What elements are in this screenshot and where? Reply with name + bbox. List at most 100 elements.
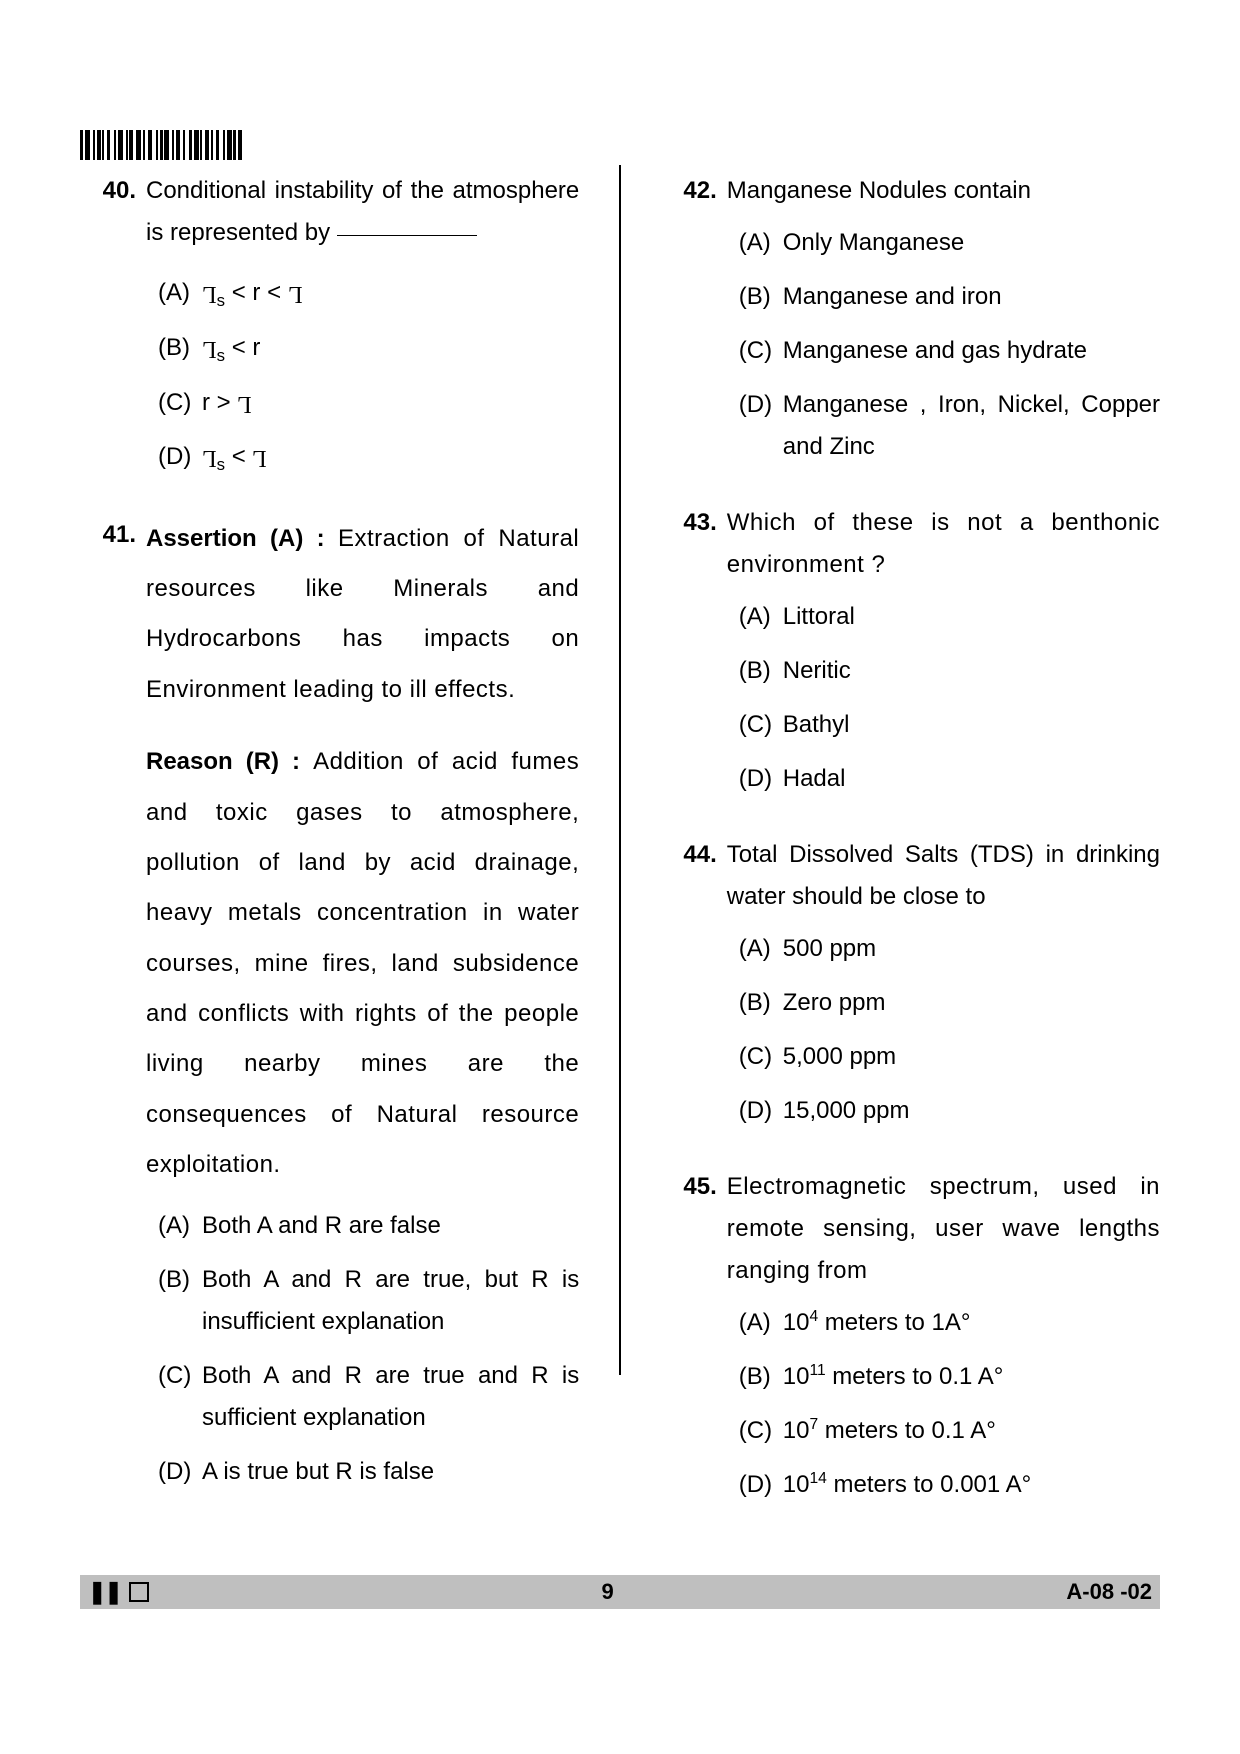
option-45-B: (B)1011 meters to 0.1 A° [739, 1356, 1160, 1398]
option-letter: (B) [739, 650, 783, 692]
question-40: 40. Conditional instability of the atmos… [80, 170, 579, 492]
option-text: 1014 meters to 0.001 A° [783, 1464, 1160, 1506]
option-text: Bathyl [783, 704, 1160, 746]
options-40: (A)Ls < r < L (B)Ls < r (C)r > L (D)Ls <… [146, 272, 579, 480]
options-43: (A)Littoral (B)Neritic (C)Bathyl (D)Hada… [727, 596, 1160, 800]
option-letter: (C) [739, 704, 783, 746]
option-text: Littoral [783, 596, 1160, 638]
question-number: 43. [661, 502, 727, 812]
option-letter: (B) [158, 1259, 202, 1343]
question-number: 45. [661, 1166, 727, 1518]
question-number: 42. [661, 170, 727, 480]
option-letter: (D) [739, 758, 783, 800]
option-text: Only Manganese [783, 222, 1160, 264]
pause-icon: ❚❚ [88, 1579, 121, 1605]
option-text: Both A and R are true and R is sufficien… [202, 1355, 579, 1439]
content-columns: 40. Conditional instability of the atmos… [80, 170, 1160, 1540]
option-letter: (A) [739, 1302, 783, 1344]
option-letter: (A) [158, 272, 202, 315]
exam-page: 40. Conditional instability of the atmos… [0, 0, 1240, 1754]
question-41: 41. Assertion (A) : Extraction of Natura… [80, 514, 579, 1505]
assertion-label: Assertion (A) : [146, 525, 338, 552]
option-text: Manganese and iron [783, 276, 1160, 318]
option-41-A: (A)Both A and R are false [158, 1205, 579, 1247]
options-42: (A)Only Manganese (B)Manganese and iron … [727, 222, 1160, 468]
page-number: 9 [602, 1579, 614, 1605]
option-letter: (D) [158, 1451, 202, 1493]
option-text: Neritic [783, 650, 1160, 692]
question-body: Assertion (A) : Extraction of Natural re… [146, 514, 579, 1505]
option-text: Hadal [783, 758, 1160, 800]
option-text: A is true but R is false [202, 1451, 579, 1493]
question-body: Conditional instability of the atmospher… [146, 170, 579, 492]
option-42-D: (D)Manganese , Iron, Nickel, Copper and … [739, 384, 1160, 468]
assertion-block: Assertion (A) : Extraction of Natural re… [146, 514, 579, 716]
option-text: Manganese and gas hydrate [783, 330, 1160, 372]
option-text: 1011 meters to 0.1 A° [783, 1356, 1160, 1398]
option-text: Zero ppm [783, 982, 1160, 1024]
option-letter: (A) [739, 222, 783, 264]
question-body: Which of these is not a benthonic enviro… [727, 502, 1160, 812]
option-letter: (B) [739, 1356, 783, 1398]
options-45: (A)104 meters to 1A° (B)1011 meters to 0… [727, 1302, 1160, 1506]
option-text: r > L [202, 382, 579, 424]
option-44-A: (A)500 ppm [739, 928, 1160, 970]
right-column: 42. Manganese Nodules contain (A)Only Ma… [661, 170, 1160, 1540]
question-number: 41. [80, 514, 146, 1505]
question-44: 44. Total Dissolved Salts (TDS) in drink… [661, 834, 1160, 1144]
option-45-A: (A)104 meters to 1A° [739, 1302, 1160, 1344]
question-body: Total Dissolved Salts (TDS) in drinking … [727, 834, 1160, 1144]
footer-left-icons: ❚❚ [88, 1579, 149, 1605]
options-44: (A)500 ppm (B)Zero ppm (C)5,000 ppm (D)1… [727, 928, 1160, 1132]
question-43: 43. Which of these is not a benthonic en… [661, 502, 1160, 812]
option-text: Both A and R are false [202, 1205, 579, 1247]
option-text: 15,000 ppm [783, 1090, 1160, 1132]
option-text: 5,000 ppm [783, 1036, 1160, 1078]
blank-line [337, 235, 477, 236]
options-41: (A)Both A and R are false (B)Both A and … [146, 1205, 579, 1493]
option-letter: (C) [158, 382, 202, 424]
option-text: Manganese , Iron, Nickel, Copper and Zin… [783, 384, 1160, 468]
question-text: Manganese Nodules contain [727, 177, 1031, 204]
barcode [80, 130, 255, 160]
option-42-B: (B)Manganese and iron [739, 276, 1160, 318]
option-letter: (D) [739, 1090, 783, 1132]
question-42: 42. Manganese Nodules contain (A)Only Ma… [661, 170, 1160, 480]
question-number: 44. [661, 834, 727, 1144]
option-text: Ls < r [202, 327, 579, 370]
option-40-D: (D)Ls < L [158, 436, 579, 479]
option-text: Both A and R are true, but R is insuffic… [202, 1259, 579, 1343]
option-letter: (B) [158, 327, 202, 370]
page-footer: ❚❚ 9 A-08 -02 [80, 1575, 1160, 1609]
option-letter: (C) [739, 330, 783, 372]
option-43-A: (A)Littoral [739, 596, 1160, 638]
option-letter: (D) [739, 1464, 783, 1506]
option-letter: (D) [739, 384, 783, 468]
option-text: 104 meters to 1A° [783, 1302, 1160, 1344]
option-44-B: (B)Zero ppm [739, 982, 1160, 1024]
option-letter: (A) [158, 1205, 202, 1247]
column-divider [619, 165, 621, 1375]
paper-code: A-08 -02 [1066, 1579, 1152, 1605]
option-45-C: (C)107 meters to 0.1 A° [739, 1410, 1160, 1452]
option-letter: (C) [739, 1036, 783, 1078]
option-letter: (C) [739, 1410, 783, 1452]
option-text: Ls < L [202, 436, 579, 479]
option-42-A: (A)Only Manganese [739, 222, 1160, 264]
option-43-C: (C)Bathyl [739, 704, 1160, 746]
question-text: Total Dissolved Salts (TDS) in drinking … [727, 841, 1160, 910]
option-text: Ls < r < L [202, 272, 579, 315]
option-letter: (B) [739, 982, 783, 1024]
option-letter: (A) [739, 928, 783, 970]
question-number: 40. [80, 170, 146, 492]
question-45: 45. Electromagnetic spectrum, used in re… [661, 1166, 1160, 1518]
option-text: 107 meters to 0.1 A° [783, 1410, 1160, 1452]
reason-label: Reason (R) : [146, 748, 313, 775]
option-letter: (B) [739, 276, 783, 318]
option-40-C: (C)r > L [158, 382, 579, 424]
reason-block: Reason (R) : Addition of acid fumes and … [146, 737, 579, 1191]
option-letter: (D) [158, 436, 202, 479]
option-41-D: (D)A is true but R is false [158, 1451, 579, 1493]
option-text: 500 ppm [783, 928, 1160, 970]
option-43-D: (D)Hadal [739, 758, 1160, 800]
